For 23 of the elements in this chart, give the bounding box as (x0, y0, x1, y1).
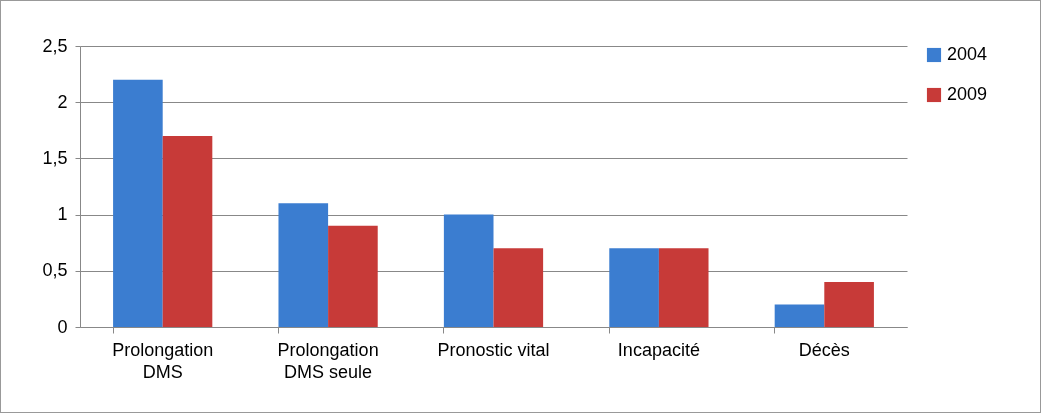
x-tick-label: Prolongation DMS seule (277, 339, 379, 382)
y-tick-label: 0 (57, 316, 68, 337)
bar (658, 248, 709, 327)
y-tick-label: 2 (57, 91, 68, 112)
bar (278, 203, 329, 327)
x-tick-label: Incapacité (617, 339, 700, 360)
bar (443, 214, 494, 327)
y-tick-label: 1 (57, 204, 68, 225)
y-tick-label: 1,5 (42, 147, 68, 168)
bar (328, 225, 378, 327)
y-tick-label: 2,5 (42, 35, 68, 56)
legend-label: 2004 (947, 44, 988, 64)
bar (162, 135, 213, 327)
bar (774, 304, 825, 327)
bar (609, 248, 659, 327)
bar (113, 79, 163, 327)
x-tick-label: Pronostic vital (437, 339, 550, 360)
x-tick-label: Décès (798, 339, 850, 360)
legend-label: 2009 (947, 84, 988, 104)
bar (824, 282, 874, 327)
bar (493, 248, 544, 327)
x-tick-label: Prolongation DMS (112, 339, 214, 382)
y-tick-label: 0,5 (42, 260, 68, 281)
